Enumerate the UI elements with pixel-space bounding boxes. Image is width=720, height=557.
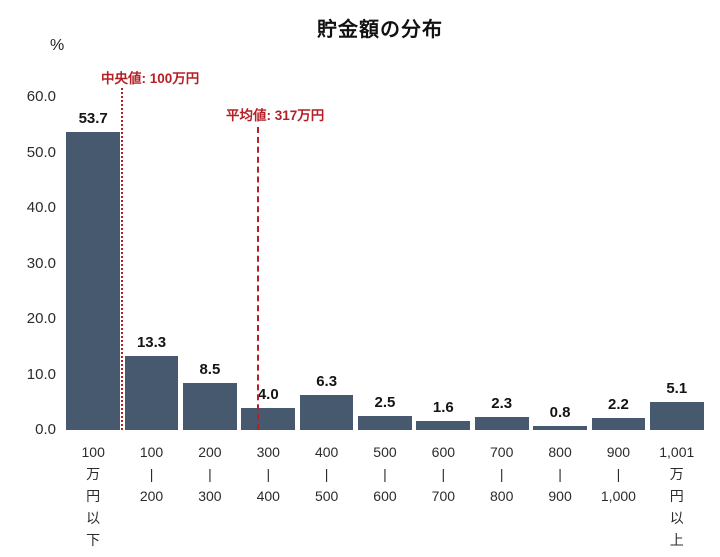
bar-value-label: 0.8 (549, 403, 571, 421)
x-category-label: 300 | 400 (256, 444, 280, 504)
median-label: 中央値: 100万円 (101, 71, 200, 86)
bar-slot: 13.3 (122, 97, 180, 430)
bar-value-label: 2.5 (374, 394, 396, 412)
mean-line (256, 127, 259, 430)
mean-label: 平均値: 317万円 (226, 108, 325, 123)
bar (649, 401, 704, 430)
x-category-label: 100 万円以下 (81, 444, 105, 548)
bar (533, 425, 587, 430)
bar-slot: 2.2 (589, 97, 647, 430)
bar (299, 395, 354, 430)
bar-slot: 0.8 (531, 97, 589, 430)
bar (241, 407, 296, 430)
bar-value-label: 5.1 (666, 379, 688, 397)
bar (591, 417, 646, 430)
bar (124, 356, 179, 430)
y-tick-label: 10.0 (26, 365, 56, 383)
y-axis: 60.0 50.0 40.0 30.0 20.0 10.0 0.0 (0, 0, 56, 557)
y-tick-label: 20.0 (26, 310, 56, 327)
bar-value-label: 53.7 (78, 109, 108, 127)
bar (358, 416, 412, 430)
bar-slot: 6.3 (297, 97, 355, 430)
median-line (121, 88, 124, 430)
bar (474, 417, 529, 430)
y-tick-label: 40.0 (26, 199, 56, 216)
bar-slot: 5.1 (648, 97, 706, 430)
bar-value-label: 2.2 (607, 395, 629, 413)
bar (66, 131, 121, 430)
chart-title: 貯金額の分布 (317, 19, 443, 41)
x-category-label: 1,001 万円以上 (659, 444, 695, 548)
x-category-label: 700 | 800 (490, 444, 514, 504)
bar-slot: 2.5 (356, 97, 414, 430)
bar-value-label: 4.0 (257, 385, 279, 403)
bar-value-label: 13.3 (136, 334, 167, 352)
y-tick-label: 0.0 (35, 421, 56, 438)
x-category-label: 900 | 1,000 (600, 444, 636, 504)
y-tick-label: 50.0 (26, 143, 56, 161)
x-category-label: 400 | 500 (314, 444, 339, 504)
y-tick-label: 60.0 (26, 88, 56, 105)
bar-slot: 2.3 (473, 97, 531, 430)
bar-value-label: 2.3 (491, 395, 513, 413)
bar-value-label: 1.6 (432, 399, 454, 417)
bar-slot: 53.7 (64, 97, 122, 430)
bar (416, 421, 471, 430)
x-category-label: 100 | 200 (139, 444, 164, 504)
bar-value-label: 6.3 (316, 373, 338, 391)
bar-slot: 1.6 (414, 97, 472, 430)
bar-slot: 4.0 (239, 97, 297, 430)
y-axis-unit-label: % (50, 37, 65, 54)
x-category-label: 800 | 900 (548, 444, 572, 504)
bar-value-label: 8.5 (199, 360, 221, 378)
x-category-label: 200 | 300 (198, 444, 222, 504)
bar-slot: 8.5 (181, 97, 239, 430)
bar (183, 382, 237, 430)
plot-area: 53.7 13.3 8.5 4.0 6.3 2.5 1.6 2.3 0.8 2.2 5.1 (64, 97, 706, 430)
x-category-label: 600 | 700 (431, 444, 456, 504)
x-axis: 100 万円以下 100 | 200 200 | 300 300 | 400 400 | 500 500 | 6… (64, 441, 706, 551)
x-category-label: 500 | 600 (373, 444, 397, 504)
y-tick-label: 30.0 (26, 254, 56, 272)
